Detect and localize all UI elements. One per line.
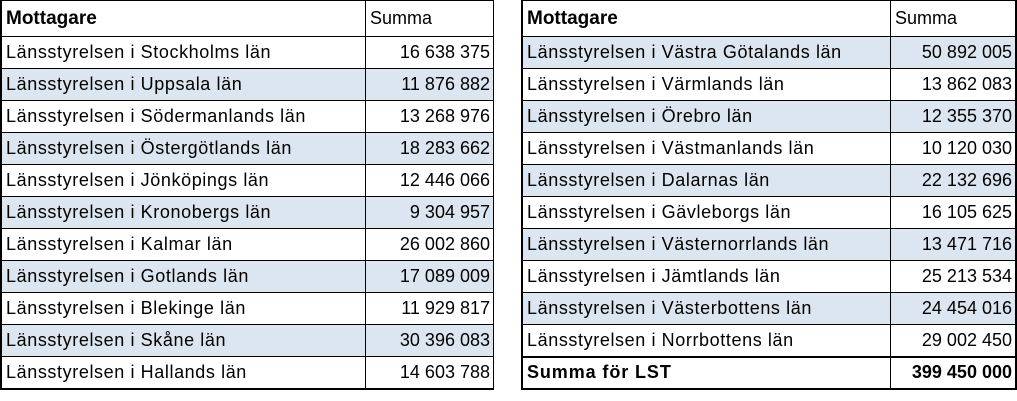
- recipient-cell: Länsstyrelsen i Västerbottens län: [522, 292, 891, 325]
- amount-column-header: Summa: [365, 0, 494, 37]
- table-row: Länsstyrelsen i Örebro län 12 355 370: [522, 100, 1016, 133]
- recipient-cell: Länsstyrelsen i Kalmar län: [1, 228, 366, 261]
- amount-cell: 11 929 817: [365, 292, 494, 325]
- amount-cell: 11 876 882: [365, 68, 494, 101]
- recipient-cell: Länsstyrelsen i Uppsala län: [1, 68, 366, 101]
- recipient-cell: Länsstyrelsen i Örebro län: [522, 100, 891, 133]
- amount-column-header: Summa: [890, 0, 1016, 37]
- left-allocation-table: Mottagare Summa Länsstyrelsen i Stockhol…: [0, 0, 495, 390]
- table-row: Länsstyrelsen i Jönköpings län 12 446 06…: [1, 164, 494, 197]
- table-row: Länsstyrelsen i Kronobergs län 9 304 957: [1, 196, 494, 229]
- table-gap: [494, 0, 522, 401]
- amount-cell: 10 120 030: [890, 132, 1016, 165]
- table-row: Länsstyrelsen i Hallands län 14 603 788: [1, 356, 494, 389]
- recipient-cell: Länsstyrelsen i Västra Götalands län: [522, 36, 891, 69]
- table-row: Länsstyrelsen i Västernorrlands län 13 4…: [522, 228, 1016, 261]
- recipient-cell: Länsstyrelsen i Östergötlands län: [1, 132, 366, 165]
- amount-cell: 22 132 696: [890, 164, 1016, 197]
- total-label: Summa för LST: [522, 355, 891, 389]
- amount-cell: 26 002 860: [365, 228, 494, 261]
- recipient-cell: Länsstyrelsen i Västmanlands län: [522, 132, 891, 165]
- table-row: Länsstyrelsen i Västra Götalands län 50 …: [522, 36, 1016, 69]
- amount-cell: 17 089 009: [365, 260, 494, 293]
- recipient-column-header: Mottagare: [1, 0, 366, 37]
- recipient-column-header: Mottagare: [522, 0, 891, 37]
- total-row: Summa för LST 399 450 000: [522, 355, 1016, 389]
- table-row: Länsstyrelsen i Dalarnas län 22 132 696: [522, 164, 1016, 197]
- table-row: Länsstyrelsen i Stockholms län 16 638 37…: [1, 36, 494, 69]
- table-row: Länsstyrelsen i Blekinge län 11 929 817: [1, 292, 494, 325]
- amount-cell: 13 862 083: [890, 68, 1016, 101]
- recipient-cell: Länsstyrelsen i Hallands län: [1, 356, 366, 389]
- table-header-row: Mottagare Summa: [522, 0, 1016, 37]
- table-header-row: Mottagare Summa: [1, 0, 494, 37]
- total-amount: 399 450 000: [890, 355, 1016, 389]
- table-row: Länsstyrelsen i Gävleborgs län 16 105 62…: [522, 196, 1016, 229]
- amount-cell: 16 638 375: [365, 36, 494, 69]
- recipient-cell: Länsstyrelsen i Gotlands län: [1, 260, 366, 293]
- amount-cell: 50 892 005: [890, 36, 1016, 69]
- amount-cell: 13 268 976: [365, 100, 494, 133]
- right-allocation-table: Mottagare Summa Länsstyrelsen i Västra G…: [521, 0, 1017, 390]
- recipient-cell: Länsstyrelsen i Jönköpings län: [1, 164, 366, 197]
- table-row: Länsstyrelsen i Gotlands län 17 089 009: [1, 260, 494, 293]
- recipient-cell: Länsstyrelsen i Dalarnas län: [522, 164, 891, 197]
- table-row: Länsstyrelsen i Värmlands län 13 862 083: [522, 68, 1016, 101]
- recipient-cell: Länsstyrelsen i Gävleborgs län: [522, 196, 891, 229]
- amount-cell: 25 213 534: [890, 260, 1016, 293]
- table-row: Länsstyrelsen i Västerbottens län 24 454…: [522, 292, 1016, 325]
- amount-cell: 18 283 662: [365, 132, 494, 165]
- table-row: Länsstyrelsen i Västmanlands län 10 120 …: [522, 132, 1016, 165]
- table-row: Länsstyrelsen i Norrbottens län 29 002 4…: [522, 324, 1016, 357]
- amount-cell: 30 396 083: [365, 324, 494, 357]
- recipient-cell: Länsstyrelsen i Blekinge län: [1, 292, 366, 325]
- table-row: Länsstyrelsen i Uppsala län 11 876 882: [1, 68, 494, 101]
- table-row: Länsstyrelsen i Södermanlands län 13 268…: [1, 100, 494, 133]
- table-row: Länsstyrelsen i Östergötlands län 18 283…: [1, 132, 494, 165]
- amount-cell: 14 603 788: [365, 356, 494, 389]
- table-row: Länsstyrelsen i Skåne län 30 396 083: [1, 324, 494, 357]
- table-row: Länsstyrelsen i Kalmar län 26 002 860: [1, 228, 494, 261]
- recipient-cell: Länsstyrelsen i Jämtlands län: [522, 260, 891, 293]
- amount-cell: 9 304 957: [365, 196, 494, 229]
- table-row: Länsstyrelsen i Jämtlands län 25 213 534: [522, 260, 1016, 293]
- recipient-cell: Länsstyrelsen i Värmlands län: [522, 68, 891, 101]
- recipient-cell: Länsstyrelsen i Södermanlands län: [1, 100, 366, 133]
- recipient-cell: Länsstyrelsen i Stockholms län: [1, 36, 366, 69]
- amount-cell: 24 454 016: [890, 292, 1016, 325]
- amount-cell: 16 105 625: [890, 196, 1016, 229]
- amount-cell: 12 355 370: [890, 100, 1016, 133]
- recipient-cell: Länsstyrelsen i Kronobergs län: [1, 196, 366, 229]
- recipient-cell: Länsstyrelsen i Skåne län: [1, 324, 366, 357]
- amount-cell: 13 471 716: [890, 228, 1016, 261]
- recipient-cell: Länsstyrelsen i Västernorrlands län: [522, 228, 891, 261]
- amount-cell: 29 002 450: [890, 324, 1016, 357]
- amount-cell: 12 446 066: [365, 164, 494, 197]
- recipient-cell: Länsstyrelsen i Norrbottens län: [522, 324, 891, 357]
